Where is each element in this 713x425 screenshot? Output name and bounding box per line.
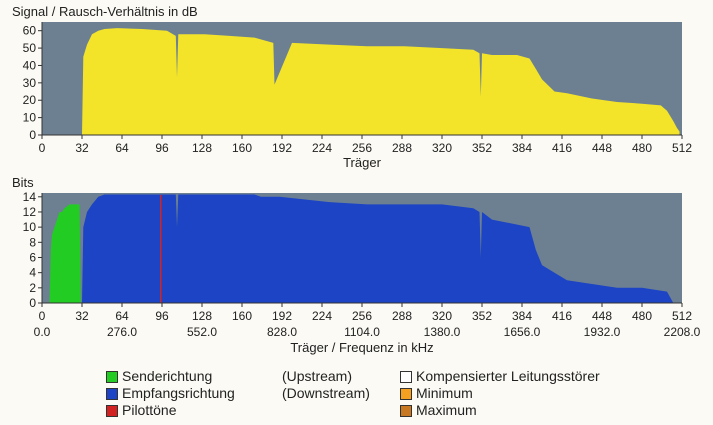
x-tick-label: 224	[312, 309, 332, 323]
x-tick-label: 32	[75, 141, 89, 155]
x-tick-label: 512	[672, 141, 692, 155]
legend-swatch	[106, 371, 118, 383]
x-tick-label: 96	[155, 309, 169, 323]
x-freq-label: 2208.0	[664, 325, 701, 339]
legend-label: Kompensierter Leitungsstörer	[416, 368, 600, 384]
x-tick-label: 384	[512, 309, 532, 323]
y-tick-label: 10	[23, 220, 37, 234]
x-tick-label: 384	[512, 141, 532, 155]
x-tick-label: 160	[232, 309, 252, 323]
x-tick-label: 480	[632, 309, 652, 323]
y-tick-label: 30	[23, 76, 37, 90]
chart-title: Signal / Rausch-Verhältnis in dB	[12, 4, 198, 19]
x-tick-label: 256	[352, 309, 372, 323]
x-tick-label: 64	[115, 309, 129, 323]
legend-swatch	[400, 371, 412, 383]
legend-note: (Downstream)	[282, 385, 370, 401]
legend-note: (Upstream)	[282, 368, 353, 384]
x-axis-label: Träger	[343, 155, 381, 170]
x-tick-label: 96	[155, 141, 169, 155]
x-freq-label: 1932.0	[584, 325, 621, 339]
x-freq-label: 828.0	[267, 325, 297, 339]
legend-label: Empfangsrichtung	[122, 385, 235, 401]
series-area-2	[82, 194, 674, 303]
x-tick-label: 224	[312, 141, 332, 155]
x-tick-label: 128	[192, 309, 212, 323]
x-tick-label: 480	[632, 141, 652, 155]
x-tick-label: 320	[432, 141, 452, 155]
legend-label: Pilottöne	[122, 402, 177, 418]
x-tick-label: 352	[472, 141, 492, 155]
x-tick-label: 416	[552, 309, 572, 323]
x-freq-label: 0.0	[34, 325, 51, 339]
x-tick-label: 32	[75, 309, 89, 323]
x-tick-label: 128	[192, 141, 212, 155]
y-tick-label: 10	[23, 111, 37, 125]
x-tick-label: 448	[592, 141, 612, 155]
y-tick-label: 50	[23, 41, 37, 55]
chart-title: Bits	[12, 175, 34, 190]
y-tick-label: 8	[29, 235, 36, 249]
legend-swatch	[106, 405, 118, 417]
x-freq-label: 552.0	[187, 325, 217, 339]
y-tick-label: 14	[23, 190, 37, 204]
y-tick-label: 6	[29, 250, 36, 264]
y-tick-label: 0	[29, 128, 36, 142]
series-area-1	[82, 28, 680, 136]
legend-swatch	[106, 388, 118, 400]
x-freq-label: 276.0	[107, 325, 137, 339]
x-freq-label: 1656.0	[504, 325, 541, 339]
legend-swatch	[400, 405, 412, 417]
legend-label: Senderichtung	[122, 368, 213, 384]
x-tick-label: 352	[472, 309, 492, 323]
x-axis-label: Träger / Frequenz in kHz	[290, 340, 433, 355]
x-tick-label: 160	[232, 141, 252, 155]
legend-label: Minimum	[416, 385, 473, 401]
legend-label: Maximum	[416, 402, 477, 418]
y-tick-label: 0	[29, 296, 36, 310]
y-tick-label: 20	[23, 93, 37, 107]
y-tick-label: 12	[23, 205, 37, 219]
chart-1: Signal / Rausch-Verhältnis in dB 0 10 20 30 4…	[12, 4, 692, 170]
x-tick-label: 416	[552, 141, 572, 155]
x-freq-label: 1104.0	[344, 325, 380, 339]
x-tick-label: 256	[352, 141, 372, 155]
x-tick-label: 192	[272, 141, 292, 155]
x-freq-label: 1380.0	[424, 325, 461, 339]
legend-swatch	[400, 388, 412, 400]
x-tick-label: 288	[392, 309, 412, 323]
y-tick-label: 60	[23, 24, 37, 38]
x-tick-label: 192	[272, 309, 292, 323]
series-area-1	[49, 204, 81, 303]
y-tick-label: 2	[29, 281, 36, 295]
x-tick-label: 448	[592, 309, 612, 323]
x-tick-label: 0	[39, 141, 46, 155]
x-tick-label: 64	[115, 141, 129, 155]
x-tick-label: 0	[39, 309, 46, 323]
y-tick-label: 4	[29, 266, 36, 280]
x-tick-label: 320	[432, 309, 452, 323]
x-tick-label: 512	[672, 309, 692, 323]
x-tick-label: 288	[392, 141, 412, 155]
y-tick-label: 40	[23, 58, 37, 72]
